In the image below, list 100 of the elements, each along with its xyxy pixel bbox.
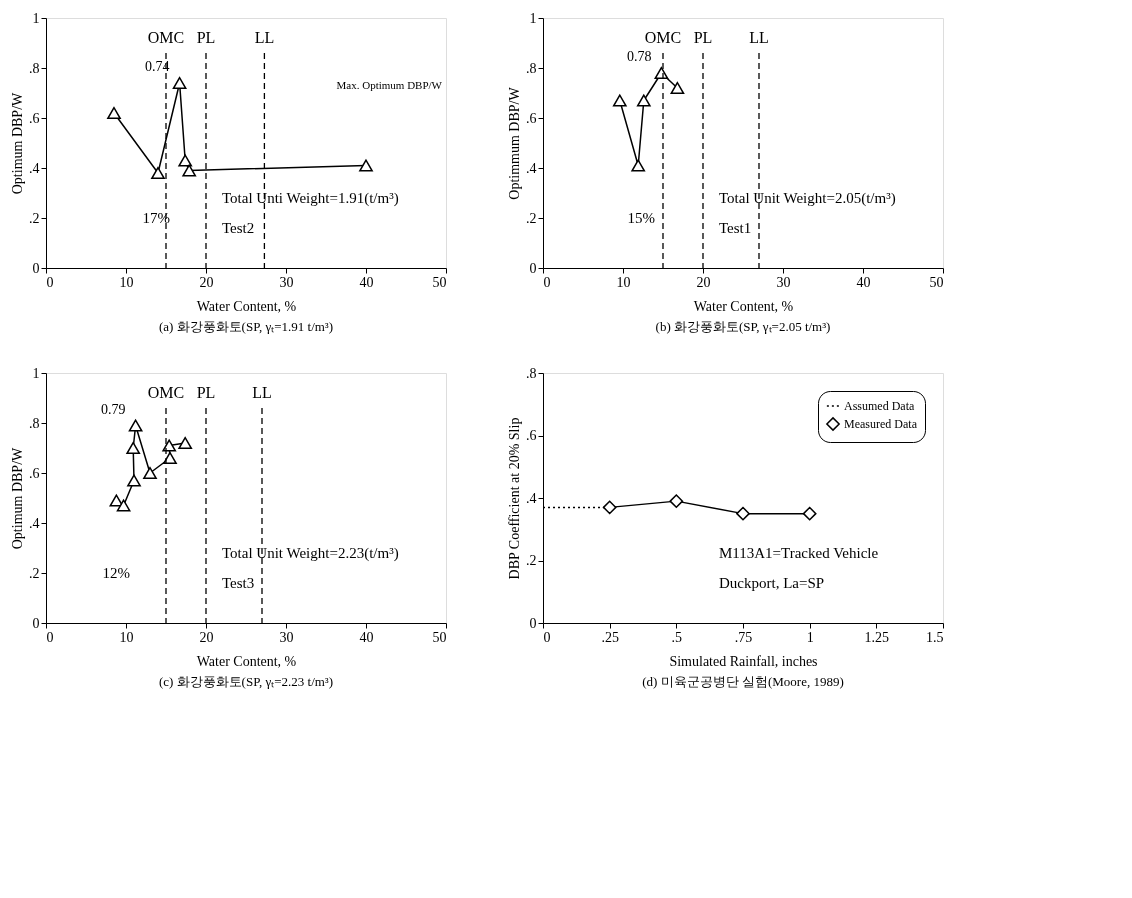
y-tick-label: 0 <box>32 260 40 276</box>
annotation: Total Unit Weight=2.05(t/m³) <box>719 190 896 207</box>
x-tick-label: 20 <box>199 629 214 645</box>
annotation: M113A1=Tracked Vehicle <box>719 545 879 561</box>
x-tick-label: 30 <box>776 274 791 290</box>
annotation: 0.79 <box>101 401 126 417</box>
ref-line-label: PL <box>196 384 216 401</box>
legend-label: Measured Data <box>844 417 918 431</box>
x-tick-label: .25 <box>601 629 619 645</box>
x-tick-label: 10 <box>119 274 134 290</box>
y-axis-title: Optimum DBP/W <box>10 446 25 550</box>
x-tick-label: 1 <box>806 629 814 645</box>
x-tick-label: 0 <box>46 629 54 645</box>
y-tick-label: .6 <box>29 465 40 481</box>
y-tick-label: 1 <box>32 365 40 381</box>
y-tick-label: .6 <box>526 110 537 126</box>
x-tick-label: .5 <box>671 629 683 645</box>
point <box>126 441 141 455</box>
x-tick-label: 50 <box>432 274 447 290</box>
point <box>670 81 685 95</box>
point <box>178 154 193 167</box>
x-tick-label: 10 <box>119 629 134 645</box>
point <box>109 494 124 507</box>
y-tick-label: .8 <box>29 415 40 431</box>
x-tick-label: 0 <box>543 629 551 645</box>
annotation: Test3 <box>222 575 255 591</box>
ref-line-label: LL <box>254 29 275 46</box>
x-axis-title: Water Content, % <box>196 298 297 314</box>
ref-line-label: LL <box>749 29 769 46</box>
point <box>162 439 177 452</box>
y-axis-title: DBP Coefficient at 20% Slip <box>507 417 522 580</box>
text: (c) 화강풍화토(SP, γₜ=2.23 t/m³) <box>158 674 334 689</box>
annotation: 0.78 <box>626 49 652 64</box>
y-tick-label: 0 <box>32 615 40 631</box>
point <box>636 94 651 107</box>
y-tick-label: .2 <box>29 565 40 581</box>
x-tick-label: 0 <box>543 274 551 290</box>
point <box>127 474 141 487</box>
point <box>736 506 750 521</box>
y-axis-title: Optimmum DBP/W <box>507 86 522 200</box>
y-tick-label: .8 <box>526 365 537 381</box>
annotation: Total Unit Weight=2.23(t/m³) <box>222 545 399 562</box>
x-axis-title: Water Content, % <box>693 298 794 314</box>
y-tick-label: .6 <box>526 428 537 443</box>
point <box>602 500 617 515</box>
x-tick-label: 1.5 <box>926 629 944 645</box>
point <box>182 164 197 177</box>
point <box>116 499 131 512</box>
x-tick-label: 20 <box>199 274 214 290</box>
y-axis-title: Optimum DBP/W <box>10 91 25 195</box>
y-tick-label: 0 <box>529 615 537 631</box>
point <box>178 436 193 450</box>
ref-line-label: PL <box>196 29 216 46</box>
point <box>143 466 157 480</box>
x-tick-label: 40 <box>856 274 871 290</box>
y-tick-label: .6 <box>29 110 40 126</box>
annotation: Test1 <box>719 220 752 236</box>
y-tick-label: 1 <box>32 10 40 26</box>
x-axis-title: Water Content, % <box>196 653 297 669</box>
annotation: 12% <box>102 565 130 581</box>
y-tick-label: .2 <box>29 210 40 226</box>
annotation: 0.74 <box>145 59 170 74</box>
ref-line-label: OMC <box>147 29 185 46</box>
point <box>151 166 165 180</box>
x-tick-label: 1.25 <box>864 629 890 645</box>
annotation: Duckport, La=SP <box>719 575 825 591</box>
y-tick-label: .4 <box>29 515 40 531</box>
y-tick-label: .2 <box>526 553 537 568</box>
annotation: 17% <box>142 210 170 226</box>
point <box>107 106 121 120</box>
x-tick-label: 30 <box>279 274 294 290</box>
point <box>128 419 143 432</box>
text: (d) 미육군공병단 실험(Moore, 1989) <box>642 674 844 689</box>
annotation: 15% <box>627 210 655 226</box>
y-tick-label: 0 <box>529 260 537 276</box>
point <box>359 159 373 172</box>
point <box>802 506 817 521</box>
ref-line-label: OMC <box>644 29 682 46</box>
x-axis-title: Simulated Rainfall, inches <box>669 653 818 669</box>
x-tick-label: 10 <box>616 274 631 290</box>
point <box>669 494 684 508</box>
x-tick-label: 0 <box>46 274 54 290</box>
y-tick-label: .4 <box>29 160 40 176</box>
ref-line-label: PL <box>693 29 713 46</box>
y-tick-label: .8 <box>526 60 537 76</box>
x-tick-label: 40 <box>359 274 374 290</box>
x-tick-label: 20 <box>696 274 711 290</box>
x-tick-label: .75 <box>734 629 753 645</box>
ref-line-label: OMC <box>147 384 185 401</box>
y-tick-label: .4 <box>526 490 537 506</box>
text: (b) 화강풍화토(SP, γₜ=2.05 t/m³) <box>655 319 831 334</box>
annotation: Test2 <box>222 220 255 236</box>
point <box>172 76 187 90</box>
annotation: Total Unti Weight=1.91(t/m³) <box>222 190 399 207</box>
y-tick-label: .8 <box>29 60 40 76</box>
text: (a) 화강풍화토(SP, γₜ=1.91 t/m³) <box>158 319 334 334</box>
ref-line-label: LL <box>252 384 272 401</box>
x-tick-label: 50 <box>929 274 944 290</box>
y-tick-label: 1 <box>529 10 537 26</box>
point <box>612 94 627 107</box>
